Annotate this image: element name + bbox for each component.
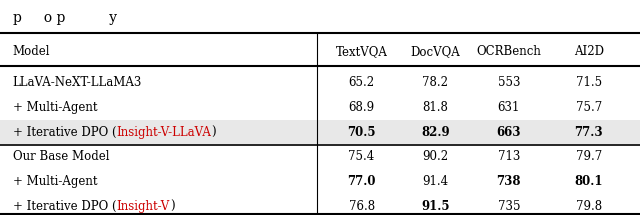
Text: 76.8: 76.8: [349, 200, 374, 213]
Text: Our Base Model: Our Base Model: [13, 150, 109, 163]
Text: 77.0: 77.0: [348, 175, 376, 188]
Text: 713: 713: [498, 150, 520, 163]
Text: Model: Model: [13, 45, 51, 58]
Text: 80.1: 80.1: [575, 175, 603, 188]
Text: AI2D: AI2D: [574, 45, 604, 58]
Text: 735: 735: [497, 200, 520, 213]
Bar: [0, 120, 640, 144]
Text: 70.5: 70.5: [348, 126, 376, 139]
Text: 81.8: 81.8: [422, 101, 448, 114]
Text: + Iterative DPO (: + Iterative DPO (: [13, 126, 116, 139]
Text: OCRBench: OCRBench: [476, 45, 541, 58]
Text: ): ): [211, 126, 216, 139]
Text: Insight-V-LLaVA: Insight-V-LLaVA: [116, 126, 211, 139]
Text: 79.7: 79.7: [575, 150, 602, 163]
Text: 77.3: 77.3: [575, 126, 603, 139]
Text: 75.7: 75.7: [575, 101, 602, 114]
Text: 78.2: 78.2: [422, 76, 448, 89]
Text: 71.5: 71.5: [576, 76, 602, 89]
Text: 553: 553: [497, 76, 520, 89]
Text: 79.8: 79.8: [576, 200, 602, 213]
Text: 91.5: 91.5: [421, 200, 449, 213]
Text: 68.9: 68.9: [349, 101, 374, 114]
Text: 65.2: 65.2: [349, 76, 374, 89]
Text: 90.2: 90.2: [422, 150, 448, 163]
Text: + Multi-Agent: + Multi-Agent: [13, 101, 97, 114]
Text: TextVQA: TextVQA: [335, 45, 388, 58]
Text: 631: 631: [498, 101, 520, 114]
Text: 82.9: 82.9: [421, 126, 449, 139]
Text: DocVQA: DocVQA: [410, 45, 460, 58]
Text: p     o p          y: p o p y: [13, 11, 116, 25]
Text: LLaVA-NeXT-LLaMA3: LLaVA-NeXT-LLaMA3: [13, 76, 142, 89]
Text: 738: 738: [497, 175, 521, 188]
Text: ): ): [170, 200, 174, 213]
Text: + Iterative DPO (: + Iterative DPO (: [13, 200, 116, 213]
Text: + Multi-Agent: + Multi-Agent: [13, 175, 97, 188]
Text: 75.4: 75.4: [348, 150, 375, 163]
Text: 663: 663: [497, 126, 521, 139]
Text: Insight-V: Insight-V: [116, 200, 170, 213]
Text: 91.4: 91.4: [422, 175, 448, 188]
